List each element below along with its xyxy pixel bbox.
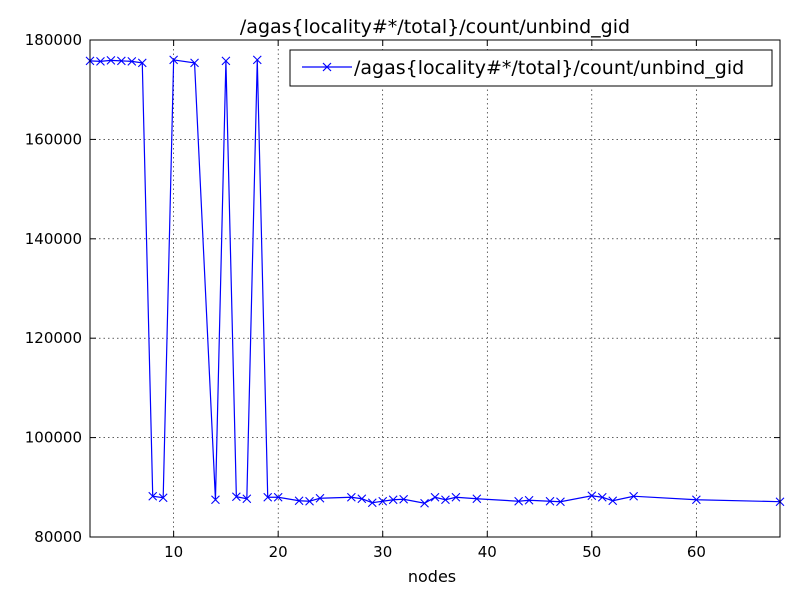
series-layer xyxy=(85,55,785,508)
y-tick-label: 160000 xyxy=(25,130,82,148)
data-point xyxy=(273,492,283,502)
data-point xyxy=(106,55,116,65)
plot-frame xyxy=(89,39,781,538)
data-point xyxy=(367,498,377,508)
y-tick-label: 120000 xyxy=(25,329,82,347)
data-point xyxy=(556,497,565,507)
data-point xyxy=(158,493,168,503)
legend-marker xyxy=(322,62,332,72)
y-tick-label: 180000 xyxy=(25,31,82,49)
x-tick-label: 60 xyxy=(687,543,706,561)
data-point xyxy=(357,494,367,504)
data-point xyxy=(691,495,701,505)
data-point xyxy=(252,55,262,65)
data-point xyxy=(211,495,220,505)
data-point xyxy=(221,56,231,66)
data-point xyxy=(472,494,482,504)
data-point xyxy=(127,56,137,66)
grid xyxy=(90,40,780,537)
data-point xyxy=(608,496,618,506)
data-point xyxy=(169,55,179,65)
x-tick-label: 20 xyxy=(269,543,288,561)
y-tick-label: 140000 xyxy=(25,230,82,248)
data-point xyxy=(430,492,440,502)
data-point xyxy=(514,496,524,506)
data-point xyxy=(346,492,356,502)
data-point xyxy=(451,492,461,502)
data-point xyxy=(116,56,126,66)
data-point xyxy=(378,496,388,506)
data-point xyxy=(190,58,199,68)
x-axis-label: nodes xyxy=(408,567,456,586)
data-point xyxy=(96,56,105,66)
data-point xyxy=(231,492,241,502)
data-point xyxy=(242,494,252,504)
data-point xyxy=(629,491,639,501)
data-point xyxy=(524,495,534,505)
data-point xyxy=(305,496,314,506)
y-tick-label: 100000 xyxy=(25,429,82,447)
x-tick-label: 10 xyxy=(164,543,183,561)
chart-title: /agas{locality#*/total}/count/unbind_gid xyxy=(240,16,630,38)
data-point xyxy=(545,496,555,506)
x-tick-label: 50 xyxy=(582,543,601,561)
axis-ticks: 10 20 30 40 50 60 80000 100000 120000 140000 16000… xyxy=(25,31,780,561)
legend-box xyxy=(289,49,773,87)
data-point xyxy=(294,496,304,506)
legend-label: /agas{locality#*/total}/count/unbind_gid xyxy=(354,57,744,79)
data-point xyxy=(388,495,398,505)
data-point xyxy=(315,493,325,503)
series-line xyxy=(89,59,781,504)
data-point xyxy=(399,494,409,504)
legend: /agas{locality#*/total}/count/unbind_gid xyxy=(289,49,773,87)
data-point xyxy=(263,492,273,502)
y-tick-label: 80000 xyxy=(34,528,82,546)
data-point xyxy=(597,492,607,502)
data-point xyxy=(148,491,158,501)
data-point xyxy=(587,491,597,501)
data-point xyxy=(441,495,450,505)
x-tick-label: 40 xyxy=(478,543,497,561)
data-point xyxy=(420,498,429,508)
data-point xyxy=(137,58,147,68)
x-tick-label: 30 xyxy=(373,543,392,561)
